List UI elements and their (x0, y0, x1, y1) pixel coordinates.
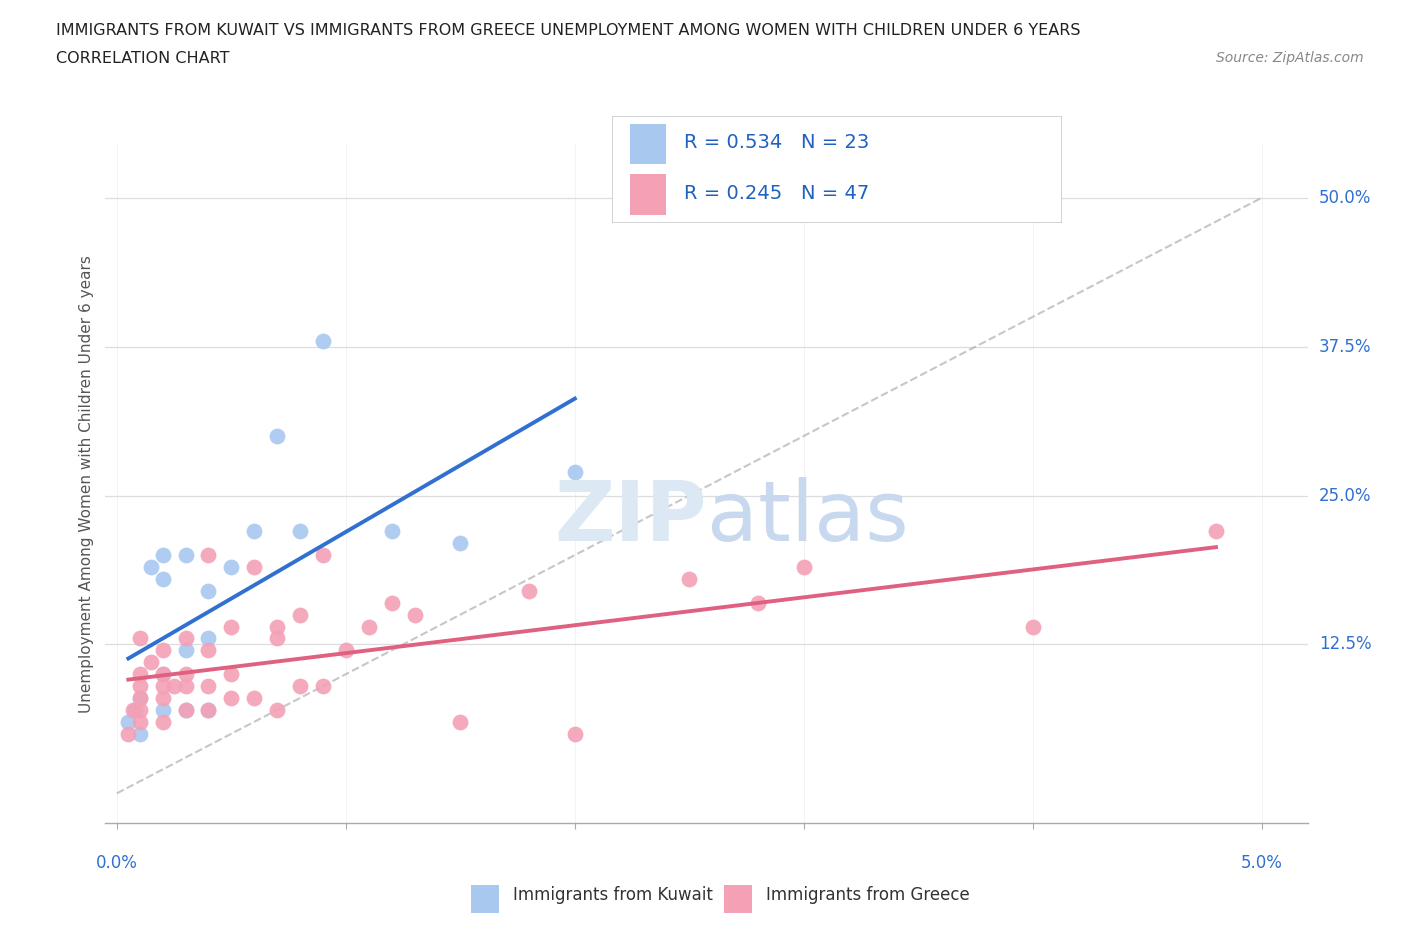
Point (197, 643, 219, 658)
Text: 5.0%: 5.0% (1241, 854, 1282, 871)
Point (357, 619, 380, 634)
Point (747, 595, 769, 610)
Point (163, 679, 186, 694)
Text: 0.0%: 0.0% (96, 854, 138, 871)
Point (564, 726, 586, 741)
FancyBboxPatch shape (724, 885, 752, 913)
Point (197, 679, 219, 694)
Point (1205, 524, 1227, 538)
Point (1022, 619, 1045, 634)
Point (266, 631, 288, 645)
Text: 25.0%: 25.0% (1319, 486, 1371, 504)
FancyBboxPatch shape (630, 124, 665, 165)
Point (128, 714, 150, 729)
Text: R = 0.534   N = 23: R = 0.534 N = 23 (683, 134, 869, 153)
Point (312, 548, 335, 563)
Point (174, 643, 197, 658)
FancyBboxPatch shape (630, 174, 665, 215)
Point (288, 524, 311, 538)
Point (221, 560, 243, 575)
Point (793, 560, 815, 575)
Text: atlas: atlas (707, 477, 908, 558)
Point (381, 524, 404, 538)
Point (312, 333, 335, 348)
Text: CORRELATION CHART: CORRELATION CHART (56, 51, 229, 66)
Point (174, 548, 197, 563)
Text: Immigrants from Kuwait: Immigrants from Kuwait (513, 886, 713, 904)
Point (141, 655, 163, 670)
Point (404, 607, 426, 622)
Point (197, 548, 219, 563)
Point (517, 583, 540, 598)
Point (449, 536, 471, 551)
Point (266, 429, 288, 444)
Point (288, 679, 311, 694)
Text: 37.5%: 37.5% (1319, 338, 1371, 355)
Point (152, 702, 174, 717)
Point (152, 679, 174, 694)
Point (141, 560, 163, 575)
Point (152, 691, 174, 706)
Point (117, 714, 139, 729)
Point (128, 691, 150, 706)
Point (381, 595, 404, 610)
Point (128, 631, 150, 645)
Point (174, 667, 197, 682)
Point (124, 702, 146, 717)
Point (128, 679, 150, 694)
Point (312, 679, 335, 694)
Point (288, 607, 311, 622)
Point (152, 643, 174, 658)
Point (221, 619, 243, 634)
Point (197, 702, 219, 717)
Y-axis label: Unemployment Among Women with Children Under 6 years: Unemployment Among Women with Children U… (79, 255, 94, 712)
Point (221, 691, 243, 706)
Point (449, 714, 471, 729)
Point (335, 643, 357, 658)
Point (197, 631, 219, 645)
FancyBboxPatch shape (612, 116, 1062, 223)
Point (152, 548, 174, 563)
Point (174, 631, 197, 645)
Point (266, 702, 288, 717)
Text: R = 0.245   N = 47: R = 0.245 N = 47 (683, 184, 869, 203)
Point (221, 667, 243, 682)
Point (152, 667, 174, 682)
Point (678, 571, 700, 586)
Point (174, 679, 197, 694)
FancyBboxPatch shape (471, 885, 499, 913)
Text: ZIP: ZIP (554, 477, 707, 558)
Point (152, 714, 174, 729)
Text: 12.5%: 12.5% (1319, 635, 1371, 654)
Text: Source: ZipAtlas.com: Source: ZipAtlas.com (1216, 51, 1364, 65)
Point (174, 702, 197, 717)
Point (128, 702, 150, 717)
Point (128, 726, 150, 741)
Point (243, 560, 266, 575)
Text: IMMIGRANTS FROM KUWAIT VS IMMIGRANTS FROM GREECE UNEMPLOYMENT AMONG WOMEN WITH C: IMMIGRANTS FROM KUWAIT VS IMMIGRANTS FRO… (56, 23, 1081, 38)
Point (117, 726, 139, 741)
Point (197, 702, 219, 717)
Text: 50.0%: 50.0% (1319, 189, 1371, 206)
Point (197, 583, 219, 598)
Point (152, 667, 174, 682)
Point (266, 619, 288, 634)
Point (128, 667, 150, 682)
Point (174, 702, 197, 717)
Point (152, 571, 174, 586)
Point (243, 524, 266, 538)
Point (564, 464, 586, 479)
Point (128, 691, 150, 706)
Point (243, 691, 266, 706)
Text: Immigrants from Greece: Immigrants from Greece (766, 886, 970, 904)
Point (122, 702, 145, 717)
